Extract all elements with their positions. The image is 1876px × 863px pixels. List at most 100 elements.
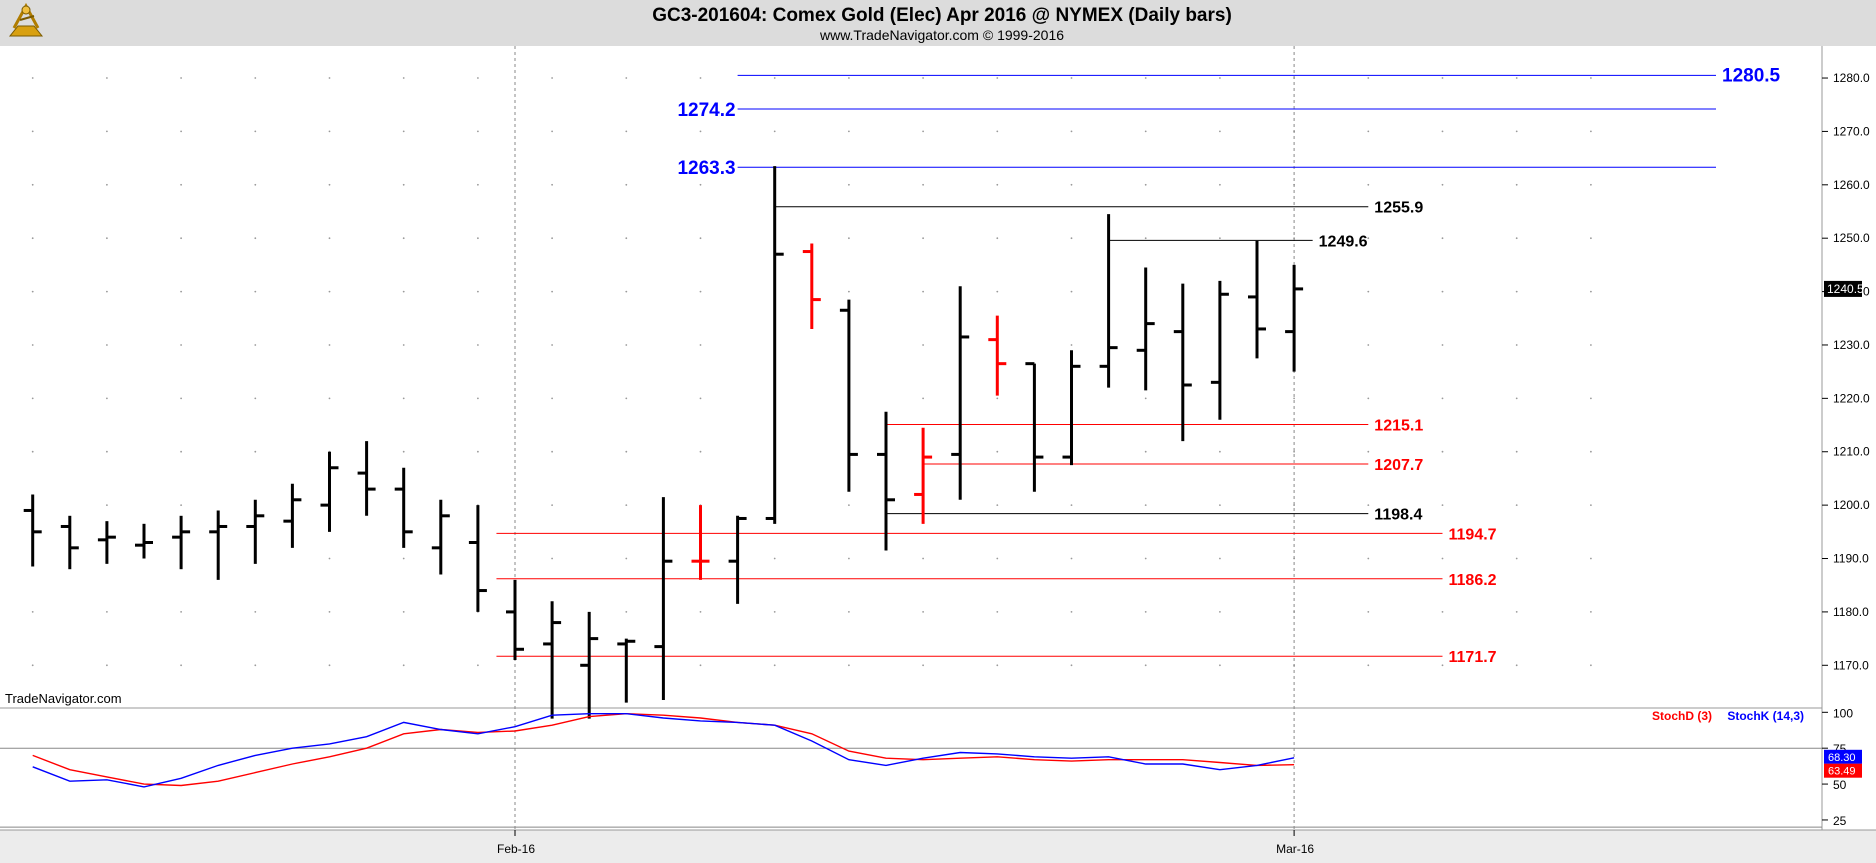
grid-dot — [1441, 611, 1444, 613]
level-label: 1263.3 — [677, 158, 735, 179]
grid-dot — [402, 397, 405, 400]
last-price-marker — [1824, 280, 1862, 297]
grid-dot — [996, 290, 999, 293]
header-band — [0, 0, 1876, 46]
grid-dot — [328, 183, 331, 186]
grid-dot — [402, 344, 405, 346]
ohlc-bar — [914, 427, 933, 524]
grid-dot — [551, 237, 553, 240]
ohlc-bar — [1136, 267, 1155, 391]
grid-dot — [1515, 611, 1518, 613]
grid-dot — [1367, 77, 1370, 79]
grid-dot — [254, 130, 257, 133]
grid-dot — [1219, 237, 1221, 240]
grid-dot — [625, 77, 628, 79]
grid-dot — [625, 344, 628, 346]
grid-dot — [625, 183, 628, 186]
grid-dot — [773, 130, 776, 133]
stoch-d-legend: StochD (3) — [1652, 709, 1712, 723]
sextant-logo-icon — [8, 2, 44, 37]
grid-dot — [1590, 664, 1592, 667]
grid-dot — [1144, 664, 1147, 667]
stoch-tick-label: 100 — [1833, 706, 1853, 720]
grid-dot — [402, 664, 405, 667]
stoch-k-line — [32, 713, 1295, 788]
grid-dot — [1219, 77, 1221, 79]
grid-dot — [1070, 237, 1073, 240]
grid-dot — [1441, 450, 1444, 453]
grid-dot — [773, 77, 776, 79]
grid-dot — [996, 450, 999, 453]
grid-dot — [773, 557, 776, 560]
grid-dot — [625, 557, 628, 560]
grid-dot — [254, 77, 257, 79]
grid-dot — [402, 450, 405, 453]
grid-dot — [922, 237, 924, 240]
grid-dot — [477, 77, 479, 79]
ohlc-bars[interactable] — [23, 166, 1304, 719]
grid-dot — [625, 237, 628, 240]
grid-dot — [31, 130, 34, 133]
grid-dot — [1515, 130, 1518, 133]
grid-dot — [1219, 664, 1221, 667]
grid-dot — [922, 130, 924, 133]
grid-dot — [1144, 450, 1147, 453]
grid-dot — [699, 611, 702, 613]
grid-dot — [1070, 290, 1073, 293]
ohlc-bar — [357, 441, 376, 516]
ohlc-bar — [1173, 283, 1192, 442]
grid-dot — [402, 290, 405, 293]
price-axis: 1170.0 1180.0 1190.0 1200.0 1210.0 1220.0 1230… — [1822, 71, 1870, 672]
grid-dot — [699, 397, 702, 400]
grid-dot — [996, 557, 999, 560]
grid-dot — [477, 450, 479, 453]
grid-dot — [1367, 237, 1370, 240]
grid-dot — [180, 237, 183, 240]
level-label: 1255.9 — [1374, 200, 1423, 217]
grid-dot — [1590, 290, 1592, 293]
grid-dot — [699, 237, 702, 240]
grid-dot — [922, 183, 924, 186]
grid-dot — [180, 611, 183, 613]
price-tick-label: 1210.0 — [1833, 445, 1870, 459]
grid-dot — [31, 397, 34, 400]
grid-dot — [922, 290, 924, 293]
ohlc-bar — [988, 315, 1007, 396]
grid-dot — [254, 237, 257, 240]
grid-dot — [106, 237, 108, 240]
grid-dot — [402, 557, 405, 560]
stoch-k-value-box — [1824, 749, 1862, 764]
grid-dot — [477, 344, 479, 346]
grid-dot — [1590, 397, 1592, 400]
grid-dot — [922, 77, 924, 79]
grid-dot — [699, 77, 702, 79]
grid-dot — [1515, 504, 1518, 506]
grid-dot — [773, 664, 776, 667]
grid-dot — [1441, 397, 1444, 400]
grid-dot — [1441, 557, 1444, 560]
grid-dot — [773, 611, 776, 613]
grid-dot — [106, 611, 108, 613]
grid-dots — [31, 46, 1592, 830]
grid-dot — [1515, 290, 1518, 293]
grid-dot — [1441, 77, 1444, 79]
grid-dot — [31, 183, 34, 186]
grid-dot — [1590, 344, 1592, 346]
grid-dot — [996, 183, 999, 186]
ohlc-bar — [1099, 214, 1118, 388]
grid-dot — [996, 611, 999, 613]
grid-dot — [1441, 344, 1444, 346]
ohlc-bar — [728, 515, 747, 604]
grid-dot — [848, 237, 850, 240]
grid-dot — [1144, 504, 1147, 506]
grid-dot — [328, 557, 331, 560]
grid-dot — [699, 130, 702, 133]
grid-dot — [996, 397, 999, 400]
ohlc-bar — [1248, 240, 1266, 359]
grid-dot — [1367, 130, 1370, 133]
grid-dot — [848, 504, 850, 506]
ohlc-bar — [60, 515, 79, 570]
grid-dot — [1144, 397, 1147, 400]
ohlc-bar — [617, 638, 636, 703]
